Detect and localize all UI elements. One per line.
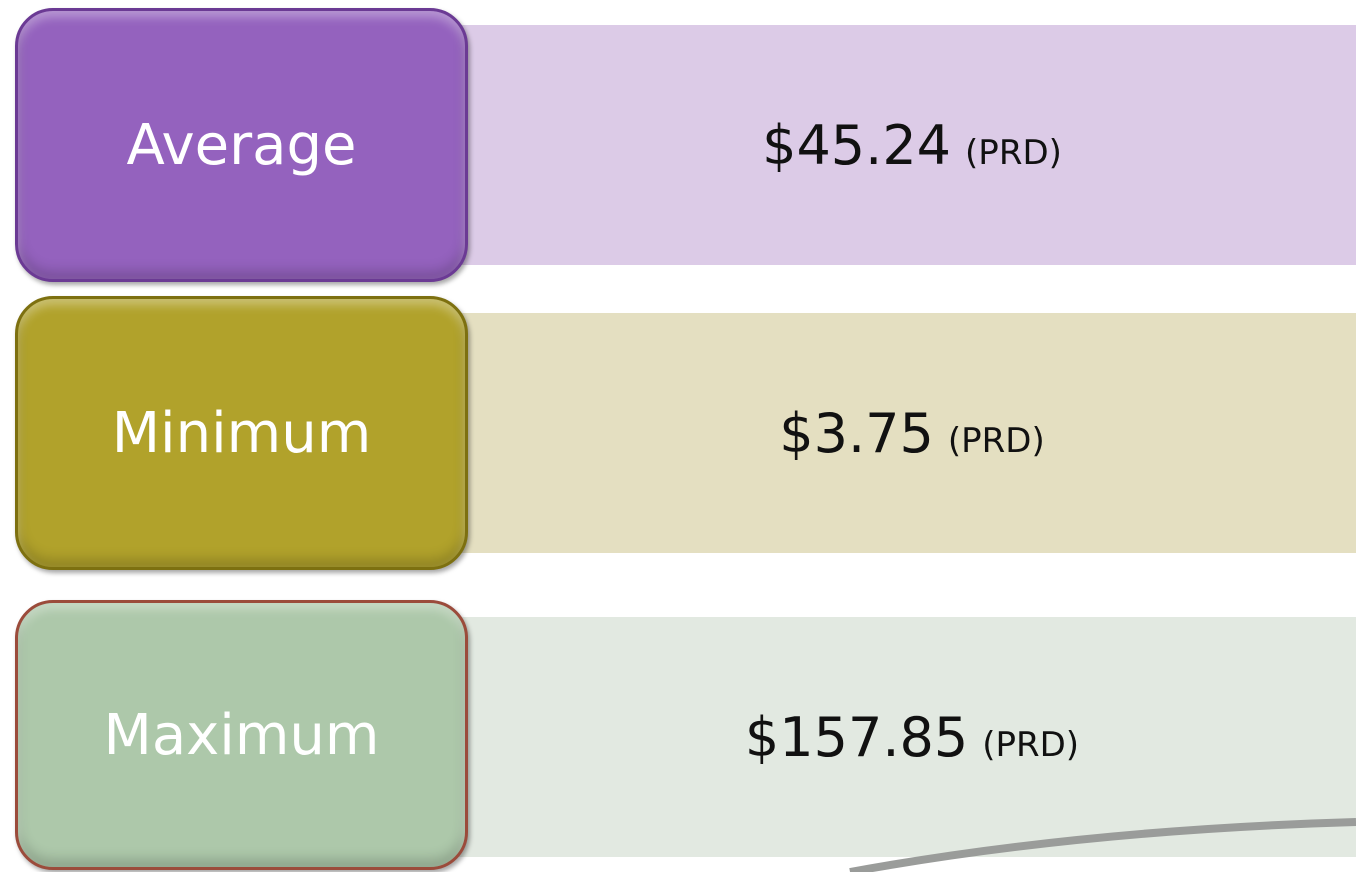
stat-unit: (PRD) xyxy=(982,724,1080,765)
stat-label: Maximum xyxy=(15,600,468,870)
stat-label: Minimum xyxy=(15,296,468,570)
curve xyxy=(849,818,1356,872)
stat-label: Average xyxy=(15,8,468,282)
value-panel: $157.85 (PRD) xyxy=(432,617,1356,857)
stat-unit: (PRD) xyxy=(947,420,1045,461)
value-panel: $45.24 (PRD) xyxy=(432,25,1356,265)
value-group: $3.75 (PRD) xyxy=(779,402,1044,465)
stat-value: $45.24 xyxy=(762,113,952,177)
value-group: $45.24 (PRD) xyxy=(762,114,1062,177)
value-group: $157.85 (PRD) xyxy=(745,706,1079,769)
stat-value: $157.85 xyxy=(744,705,969,769)
stat-unit: (PRD) xyxy=(965,132,1062,173)
value-panel: $3.75 (PRD) xyxy=(432,313,1356,553)
stat-value: $3.75 xyxy=(779,401,934,465)
